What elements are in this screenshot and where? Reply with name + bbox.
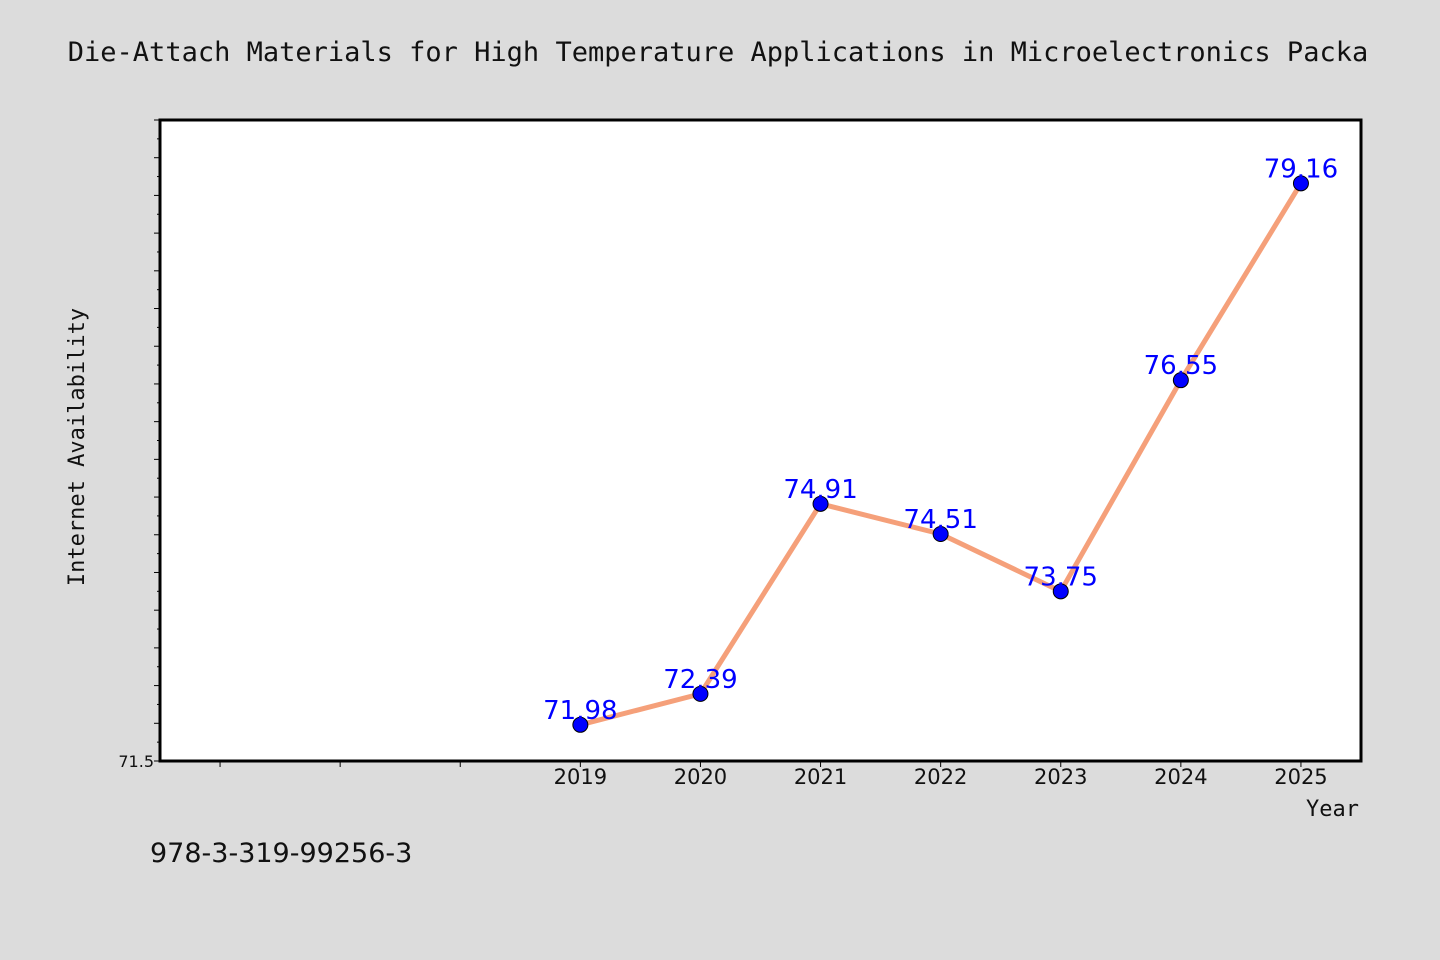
x-tick-label: 2019 xyxy=(554,765,607,789)
y-axis-label: Internet Availability xyxy=(65,308,90,586)
y-axis-ticks: 71.5 xyxy=(118,119,160,771)
data-label: 74.91 xyxy=(783,475,857,505)
y-tick-label: 71.5 xyxy=(118,752,154,771)
data-point xyxy=(1172,372,1189,389)
data-point xyxy=(1052,583,1069,600)
data-point xyxy=(932,526,949,543)
x-tick-label: 2020 xyxy=(674,765,727,789)
data-point xyxy=(812,495,829,512)
data-label: 72.39 xyxy=(663,665,737,695)
x-axis-ticks: 2019 2020 2021 2022 2023 2024 2025 xyxy=(219,761,1328,789)
x-tick-label: 2021 xyxy=(794,765,847,789)
data-point xyxy=(1292,175,1309,192)
x-tick-label: 2024 xyxy=(1154,765,1207,789)
data-label: 76.55 xyxy=(1144,351,1218,381)
x-tick-label: 2023 xyxy=(1034,765,1087,789)
chart-title: Die-Attach Materials for High Temperatur… xyxy=(68,37,1368,68)
plot-area xyxy=(158,118,1363,763)
x-axis-label: Year xyxy=(1306,797,1359,822)
data-label: 71.98 xyxy=(543,696,617,726)
data-label: 74.51 xyxy=(903,505,977,535)
isbn-annotation: 978-3-319-99256-3 xyxy=(150,838,412,869)
data-point xyxy=(692,685,709,702)
data-label: 79.16 xyxy=(1264,154,1338,184)
data-labels: 71.98 72.39 74.91 74.51 73.75 76.55 79.16 xyxy=(543,154,1338,725)
data-point xyxy=(572,716,589,733)
data-label: 73.75 xyxy=(1024,562,1098,592)
x-tick-label: 2022 xyxy=(914,765,967,789)
x-tick-label: 2025 xyxy=(1274,765,1327,789)
data-points xyxy=(572,175,1309,733)
